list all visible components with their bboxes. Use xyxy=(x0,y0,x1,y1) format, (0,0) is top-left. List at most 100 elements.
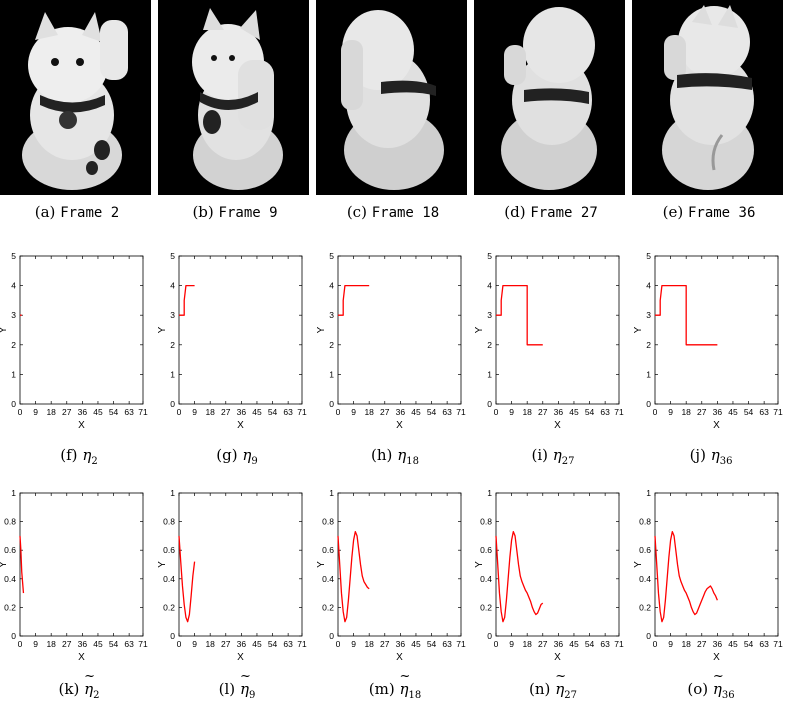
x-tick-label: 71 xyxy=(773,639,783,649)
x-tick-label: 0 xyxy=(653,407,658,417)
y-tick-label: 2 xyxy=(170,340,175,350)
frame-image-27 xyxy=(474,0,625,195)
y-tick-label: 0 xyxy=(646,399,651,409)
x-tick-label: 9 xyxy=(33,407,38,417)
y-tick-label: 5 xyxy=(646,251,651,261)
x-tick-label: 18 xyxy=(364,407,374,417)
x-tick-label: 54 xyxy=(109,407,119,417)
plot-frame xyxy=(654,255,779,405)
cat-figurine-back-side-view xyxy=(474,0,625,195)
x-tick-label: 36 xyxy=(78,407,88,417)
x-tick-label: 45 xyxy=(411,639,421,649)
y-tick-label: 3 xyxy=(11,310,16,320)
x-tick-label: 45 xyxy=(93,639,103,649)
cat-figurine-side-view xyxy=(316,0,467,195)
x-tick-label: 9 xyxy=(668,407,673,417)
caption-eta-27: (i) η27 xyxy=(531,446,575,467)
caption-frame-2: (a) Frame 2 xyxy=(34,203,120,221)
y-tick-label: 0.8 xyxy=(322,517,334,527)
y-tick-label: 1 xyxy=(329,369,334,379)
cat-figurine-turned-view xyxy=(158,0,309,195)
y-tick-label: 4 xyxy=(646,281,651,291)
frame-image-18 xyxy=(316,0,467,195)
y-tick-label: 0.6 xyxy=(480,545,492,555)
x-axis-label: X xyxy=(78,652,85,663)
plot-frame xyxy=(178,255,303,405)
x-tick-label: 71 xyxy=(297,639,307,649)
x-tick-label: 27 xyxy=(380,407,390,417)
y-tick-label: 4 xyxy=(11,281,16,291)
x-tick-label: 45 xyxy=(728,639,738,649)
x-tick-label: 54 xyxy=(744,407,754,417)
x-tick-label: 27 xyxy=(62,639,72,649)
y-tick-label: 2 xyxy=(487,340,492,350)
x-tick-label: 63 xyxy=(600,407,610,417)
x-tick-label: 27 xyxy=(221,407,231,417)
series-line xyxy=(179,284,195,316)
y-tick-label: 0.2 xyxy=(163,602,175,612)
frame-image-36 xyxy=(632,0,783,195)
y-axis-label: Y xyxy=(474,561,485,568)
y-tick-label: 0 xyxy=(487,399,492,409)
x-tick-label: 27 xyxy=(697,407,707,417)
y-tick-label: 5 xyxy=(329,251,334,261)
y-tick-label: 0.6 xyxy=(163,545,175,555)
cat-figurine-back-view xyxy=(632,0,783,195)
y-tick-label: 4 xyxy=(329,281,334,291)
caption-eta-tilde-2: (k) η2 xyxy=(0,669,158,701)
frame-image-2 xyxy=(0,0,151,195)
series-line xyxy=(655,284,718,346)
x-tick-label: 45 xyxy=(252,639,262,649)
x-tick-label: 36 xyxy=(237,407,247,417)
plot-frame xyxy=(19,492,144,637)
y-tick-label: 2 xyxy=(11,340,16,350)
x-tick-label: 63 xyxy=(600,639,610,649)
caption-eta-2: (f) η2 xyxy=(60,446,98,467)
x-tick-label: 0 xyxy=(177,407,182,417)
plot-frame xyxy=(337,492,462,637)
x-tick-label: 9 xyxy=(509,639,514,649)
series-line xyxy=(496,284,543,346)
x-tick-label: 71 xyxy=(773,407,783,417)
x-tick-label: 36 xyxy=(713,639,723,649)
caption-frame-36: (e) Frame 36 xyxy=(662,203,756,221)
x-tick-label: 18 xyxy=(46,639,56,649)
series-line xyxy=(654,530,718,623)
y-axis-label: Y xyxy=(633,561,644,568)
x-tick-label: 27 xyxy=(538,639,548,649)
x-tick-label: 27 xyxy=(62,407,72,417)
y-tick-label: 3 xyxy=(170,310,175,320)
y-tick-label: 0 xyxy=(329,399,334,409)
y-tick-label: 0.4 xyxy=(4,574,16,584)
x-tick-label: 18 xyxy=(681,407,691,417)
x-tick-label: 45 xyxy=(411,407,421,417)
caption-eta-18: (h) η18 xyxy=(371,446,419,467)
x-tick-label: 63 xyxy=(442,639,452,649)
x-tick-label: 54 xyxy=(585,407,595,417)
y-tick-label: 1 xyxy=(170,369,175,379)
plot-frame xyxy=(19,255,144,405)
y-tick-label: 0.6 xyxy=(4,545,16,555)
plot-frame xyxy=(495,492,620,637)
x-axis-label: X xyxy=(554,420,561,431)
plot-frame xyxy=(337,255,462,405)
x-tick-label: 71 xyxy=(138,639,148,649)
x-tick-label: 71 xyxy=(614,639,624,649)
caption-eta-tilde-9: (l) η9 xyxy=(158,669,316,701)
y-tick-label: 3 xyxy=(487,310,492,320)
x-tick-label: 71 xyxy=(297,407,307,417)
y-tick-label: 5 xyxy=(170,251,175,261)
plot-frame xyxy=(495,255,620,405)
x-tick-label: 36 xyxy=(554,407,564,417)
caption-frame-27: (d) Frame 27 xyxy=(504,203,598,221)
y-tick-label: 0.4 xyxy=(639,574,651,584)
y-tick-label: 0.2 xyxy=(480,602,492,612)
x-tick-label: 63 xyxy=(124,639,134,649)
x-tick-label: 27 xyxy=(221,639,231,649)
x-tick-label: 45 xyxy=(252,407,262,417)
y-tick-label: 4 xyxy=(170,281,175,291)
